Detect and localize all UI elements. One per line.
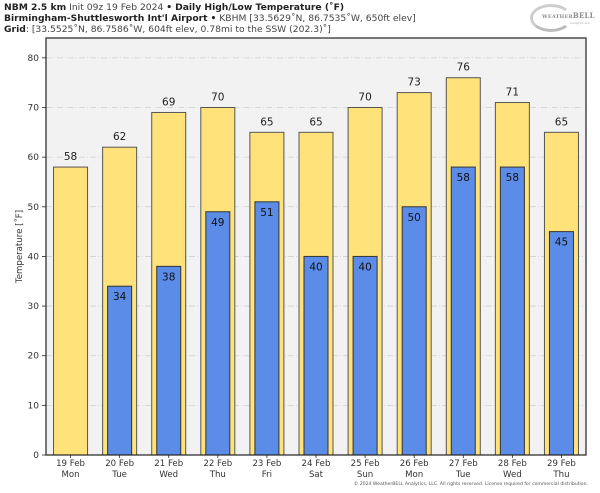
logo-swirl-icon [530,4,572,32]
bullet: • [210,13,217,24]
high-value-label: 76 [457,62,471,74]
x-tick-weekday: Sun [357,470,373,480]
x-tick-date: 27 Feb [449,459,478,469]
low-value-label: 40 [309,261,322,273]
low-bar [499,166,525,456]
x-tick-weekday: Wed [159,470,178,480]
low-bar [548,231,574,456]
y-tick-label: 20 [28,352,40,362]
y-tick-label: 10 [28,401,40,411]
y-tick-label: 60 [28,153,40,163]
y-tick-label: 70 [28,104,40,114]
init-time: Init 09z 19 Feb 2024 [69,2,164,13]
x-tick-weekday: Mon [61,470,79,480]
low-bar [156,265,182,456]
grid-info: : [33.5525˚N, 86.7586˚W, 604ft elev, 0.7… [25,24,331,35]
high-value-label: 69 [162,96,175,108]
low-bar [401,206,427,456]
x-tick-weekday: Thu [552,470,569,480]
low-value-label: 40 [358,261,371,273]
product-title: Daily High/Low Temperature (˚F) [175,2,345,13]
low-value-label: 51 [260,207,273,219]
station-info: KBHM [33.5629˚N, 86.7535˚W, 650ft elev] [219,13,416,24]
y-tick-label: 30 [28,302,40,312]
x-tick-weekday: Thu [209,470,226,480]
header-line-1: NBM 2.5 km Init 09z 19 Feb 2024 • Daily … [4,2,344,13]
header-line-2: Birmingham-Shuttlesworth Int'l Airport •… [4,13,416,24]
weatherbell-logo: WEATHERBELL Analytics LLC [530,2,595,32]
low-value-label: 49 [211,217,224,229]
x-tick-date: 26 Feb [400,459,429,469]
y-tick-label: 40 [28,252,40,262]
y-tick-label: 80 [28,54,40,64]
high-value-label: 71 [506,87,519,99]
high-value-label: 65 [309,116,322,128]
x-tick-date: 21 Feb [154,459,183,469]
low-bar [303,255,329,456]
high-value-label: 58 [64,151,77,163]
y-axis: 0 10 20 30 40 50 60 70 80 [28,54,46,461]
bullet: • [166,2,173,13]
low-bar [352,255,378,456]
x-tick-date: 25 Feb [351,459,380,469]
x-tick-weekday: Mon [405,470,423,480]
x-tick-weekday: Wed [503,470,522,480]
x-tick-weekday: Tue [455,470,471,480]
y-tick-label: 0 [33,451,39,461]
x-tick-date: 22 Feb [203,459,232,469]
x-tick-weekday: Tue [111,470,127,480]
high-bar [53,166,89,456]
x-tick-weekday: Sat [309,470,324,480]
x-tick-date: 24 Feb [302,459,331,469]
low-value-label: 38 [162,271,175,283]
low-bar [107,285,133,456]
low-value-label: 45 [555,237,568,249]
x-tick-date: 19 Feb [56,459,85,469]
low-bar [254,201,280,456]
low-value-label: 58 [457,172,470,184]
station-name: Birmingham-Shuttlesworth Int'l Airport [4,13,208,24]
x-tick-date: 23 Feb [252,459,281,469]
x-tick-weekday: Fri [262,470,272,480]
low-value-label: 34 [113,291,127,303]
low-value-label: 58 [506,172,519,184]
logo-text: WEATHERBELL [542,11,595,20]
high-value-label: 70 [211,92,224,104]
x-tick-date: 29 Feb [547,459,576,469]
y-tick-label: 50 [28,203,40,213]
model-name: NBM 2.5 km [4,2,67,13]
x-tick-date: 28 Feb [498,459,527,469]
low-value-label: 50 [407,212,420,224]
header-line-3: Grid: [33.5525˚N, 86.7586˚W, 604ft elev,… [4,24,331,35]
high-value-label: 73 [407,77,420,89]
grid-label: Grid [4,24,26,35]
data-labels: 58 62 69 70 65 65 70 73 76 71 65 34 38 49 51 40 40 50 58 58… [64,62,568,304]
y-axis-label: Temperature [˚F] [14,210,25,284]
high-value-label: 65 [555,116,568,128]
copyright-notice: © 2024 WeatherBELL Analytics, LLC. All r… [353,482,588,487]
low-bars [107,166,574,456]
high-value-label: 70 [358,92,371,104]
low-bar [205,211,231,456]
high-value-label: 62 [113,131,126,143]
low-bar [450,166,476,456]
x-tick-date: 20 Feb [105,459,134,469]
logo-subtext: Analytics LLC [570,21,591,25]
high-value-label: 65 [260,116,273,128]
